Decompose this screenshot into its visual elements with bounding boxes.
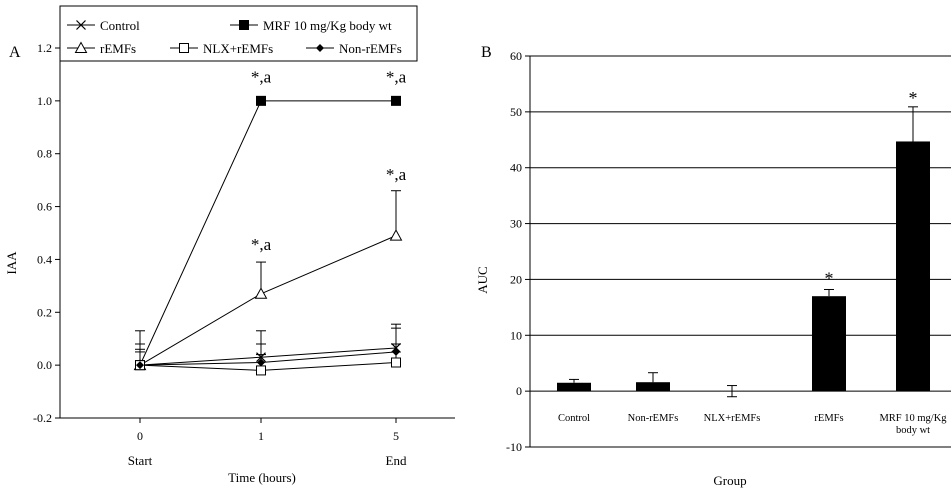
data-point: [392, 347, 400, 356]
data-point: [254, 287, 268, 299]
y-tick-label: 1.2: [37, 41, 52, 55]
panel-b-xlabel: Group: [713, 473, 746, 488]
category-label: MRF 10 mg/Kg: [879, 413, 947, 424]
diamond-marker: [392, 347, 400, 356]
legend-label: Control: [100, 18, 140, 33]
legend-label: Non-rEMFs: [339, 41, 402, 56]
series-line: [139, 351, 397, 366]
y-tick-label: 0.4: [37, 252, 52, 266]
data-point: [391, 357, 401, 368]
category-label: NLX+rEMFs: [704, 413, 761, 424]
significance-label: *,a: [251, 67, 272, 86]
triangle-marker: [389, 229, 403, 241]
data-point: [389, 229, 403, 241]
significance-label: *,a: [386, 165, 407, 184]
series-line: [139, 235, 397, 366]
y-tick-label: 0: [516, 384, 522, 398]
legend-label: rEMFs: [100, 41, 136, 56]
data-point: [256, 95, 266, 106]
x-tick-label: 1: [258, 429, 264, 443]
y-tick-label: 0.6: [37, 200, 52, 214]
category-label: rEMFs: [814, 413, 843, 424]
legend-marker: [74, 41, 88, 53]
bar: [557, 382, 591, 392]
triangle-marker: [254, 287, 268, 299]
x-tick-label: 0: [137, 429, 143, 443]
y-tick-label: -10: [506, 440, 522, 454]
panel-b-letter: B: [481, 44, 492, 61]
legend-marker: [76, 20, 86, 30]
significance-label: *: [909, 88, 918, 108]
bar: [812, 296, 846, 392]
y-tick-label: 60: [510, 49, 522, 63]
category-label: Non-rEMFs: [628, 413, 679, 424]
legend-marker: [239, 20, 249, 30]
y-tick-label: 20: [510, 272, 522, 286]
y-tick-label: -0.2: [33, 411, 52, 425]
x-marker-stroke: [256, 352, 266, 363]
panel-b-ylabel: AUC: [475, 266, 490, 293]
x-marker-stroke: [76, 20, 86, 30]
y-tick-label: 0.0: [37, 358, 52, 372]
y-tick-label: 40: [510, 161, 522, 175]
legend-label: NLX+rEMFs: [203, 41, 273, 56]
open-square-marker: [391, 357, 401, 368]
panel-a-ylabel: IAA: [4, 251, 19, 275]
y-tick-label: 0.2: [37, 305, 52, 319]
y-tick-label: 0.8: [37, 147, 52, 161]
data-point: [257, 358, 265, 367]
category-label: Control: [558, 413, 590, 424]
y-tick-label: 1.0: [37, 94, 52, 108]
x-tick-label: 5: [393, 429, 399, 443]
series-line: [139, 100, 396, 366]
series-line: [139, 347, 397, 366]
diamond-marker: [257, 358, 265, 367]
x-sub-label: End: [386, 453, 407, 468]
panel-a-chart: -0.2 0.0 0.2 0.4 0.6 0.8 1.0 1.2 0 Start 1 5 End *,a *…: [33, 41, 455, 468]
square-marker: [256, 95, 266, 106]
y-tick-label: 30: [510, 217, 522, 231]
diamond-marker: [316, 44, 324, 52]
data-point: [136, 361, 144, 370]
open-square-marker: [256, 365, 266, 376]
panel-b-chart: -10 0 10 20 30 40 50 60 Control Non-rEMFs NLX+rEMF…: [506, 49, 951, 454]
data-point: [391, 95, 401, 106]
legend-marker: [316, 44, 324, 52]
y-tick-label: 50: [510, 105, 522, 119]
significance-label: *: [825, 269, 834, 289]
significance-label: *,a: [386, 67, 407, 86]
category-label: body wt: [896, 425, 930, 436]
panel-a-legend: Control MRF 10 mg/Kg body wt rEMFs NLX+rEMF…: [59, 5, 418, 62]
open-square-marker: [179, 43, 189, 53]
legend-label: MRF 10 mg/Kg body wt: [263, 18, 392, 33]
x-sub-label: Start: [128, 453, 153, 468]
legend-marker: [179, 43, 189, 53]
diamond-marker: [136, 361, 144, 370]
series-line: [139, 362, 397, 371]
square-marker: [391, 95, 401, 106]
bar: [896, 141, 930, 392]
y-tick-label: 10: [510, 328, 522, 342]
square-marker: [239, 20, 249, 30]
bar: [636, 382, 670, 392]
legend-box: [59, 5, 418, 62]
panel-a-xlabel: Time (hours): [228, 470, 296, 485]
triangle-marker: [74, 41, 88, 53]
data-point: [256, 352, 266, 363]
significance-label: *,a: [251, 235, 272, 254]
panel-a-letter: A: [9, 44, 21, 61]
data-point: [256, 365, 266, 376]
